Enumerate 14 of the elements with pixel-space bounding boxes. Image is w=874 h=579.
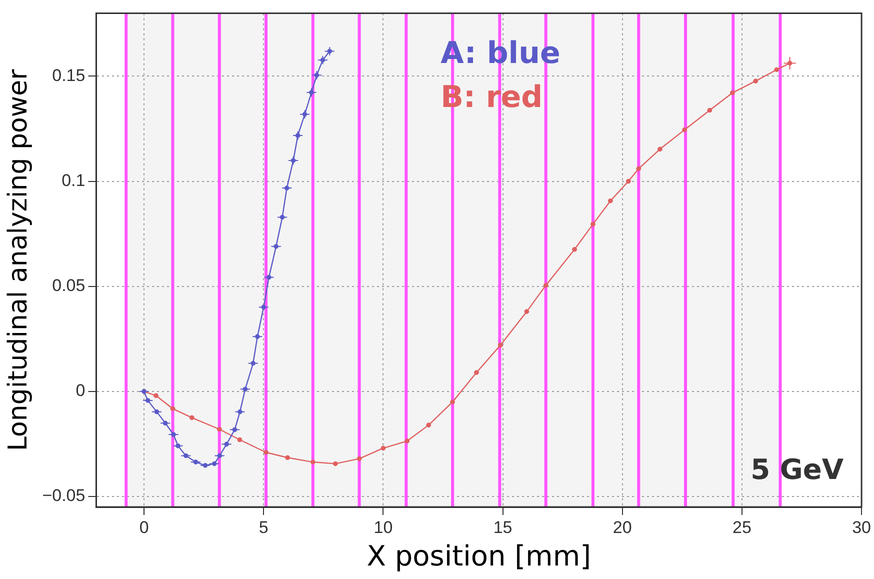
x-tick-label: 25: [732, 518, 752, 537]
x-tick-label: 0: [139, 518, 149, 537]
y-tick-label: 0: [76, 381, 86, 400]
x-tick-label: 10: [374, 518, 393, 537]
y-tick-label: 0.15: [52, 66, 86, 85]
y-tick-label: −0.05: [42, 486, 86, 506]
x-tick-label: 20: [612, 518, 632, 537]
x-axis-title: X position [mm]: [366, 539, 592, 572]
y-tick-label: 0.05: [52, 276, 86, 296]
x-tick-label: 30: [852, 518, 872, 537]
x-tick-label: 15: [493, 518, 512, 537]
x-tick-label: 5: [258, 518, 268, 537]
y-tick-label: 0.1: [62, 170, 86, 190]
y-axis-title: Longitudinal analyzing power: [3, 68, 34, 452]
